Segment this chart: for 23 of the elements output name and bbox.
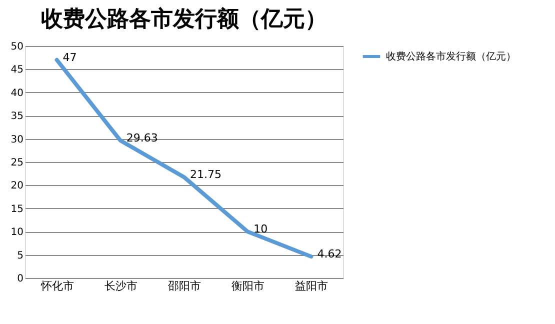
data-label: 4.62 [317,248,342,261]
y-tick-label: 30 [10,134,24,146]
data-label: 47 [62,50,77,64]
y-tick-label: 35 [10,111,24,122]
y-tick-label: 40 [10,88,24,99]
chart-title: 收费公路各市发行额（亿元） [41,6,327,32]
x-tick-label: 怀化市 [40,280,74,292]
y-tick-label: 45 [10,64,24,76]
x-tick-label: 长沙市 [104,280,138,292]
y-tick-label: 15 [10,204,24,215]
y-tick-label: 50 [10,42,24,52]
y-tick-label: 0 [17,274,24,284]
y-tick-label: 25 [10,158,24,168]
y-tick-label: 10 [10,227,24,238]
x-tick-label: 益阳市 [295,280,328,292]
legend-label: 收费公路各市发行额（亿元） [386,50,516,62]
x-tick-label: 邵阳市 [168,280,201,292]
data-label: 29.63 [126,132,158,145]
y-tick-label: 20 [10,180,24,192]
data-label: 21.75 [190,168,222,182]
data-label: 10 [254,222,268,236]
y-tick-label: 5 [17,250,24,262]
x-tick-label: 衡阳市 [232,280,265,292]
